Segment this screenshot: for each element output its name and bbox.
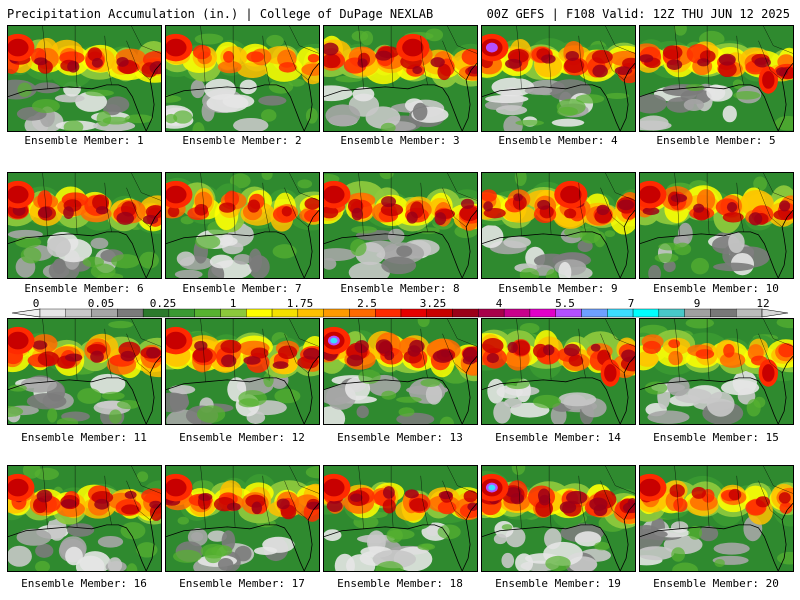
ensemble-member-map <box>323 318 478 425</box>
ensemble-member-map <box>7 318 162 425</box>
ensemble-member-map <box>165 318 320 425</box>
colorbar-tick: 1 <box>229 297 237 310</box>
ensemble-member-label: Ensemble Member: 14 <box>495 431 621 444</box>
header-title: Precipitation Accumulation (in.) | Colle… <box>7 7 434 21</box>
ensemble-member-map <box>7 25 162 132</box>
ensemble-member-label: Ensemble Member: 3 <box>340 134 460 147</box>
ensemble-member-map <box>323 465 478 572</box>
ensemble-member-label: Ensemble Member: 2 <box>182 134 302 147</box>
ensemble-member-map <box>481 465 636 572</box>
ensemble-member-label: Ensemble Member: 1 <box>24 134 144 147</box>
ensemble-member-map <box>165 172 320 279</box>
ensemble-member-label: Ensemble Member: 18 <box>337 577 463 590</box>
ensemble-member-label: Ensemble Member: 13 <box>337 431 463 444</box>
colorbar-tick: 2.5 <box>357 297 377 310</box>
colorbar-tick: 9 <box>693 297 701 310</box>
ensemble-member-map <box>7 465 162 572</box>
ensemble-member-map <box>639 318 794 425</box>
ensemble-member-label: Ensemble Member: 5 <box>656 134 776 147</box>
ensemble-member-label: Ensemble Member: 16 <box>21 577 147 590</box>
colorbar-tick: 12 <box>756 297 770 310</box>
colorbar-tick: 4 <box>495 297 503 310</box>
ensemble-member-label: Ensemble Member: 15 <box>653 431 779 444</box>
ensemble-member-map <box>481 318 636 425</box>
ensemble-member-label: Ensemble Member: 17 <box>179 577 305 590</box>
ensemble-member-label: Ensemble Member: 4 <box>498 134 618 147</box>
header-valid-time: 00Z GEFS | F108 Valid: 12Z THU JUN 12 20… <box>486 7 790 21</box>
ensemble-member-map <box>165 465 320 572</box>
colorbar-tick: 5.5 <box>555 297 575 310</box>
ensemble-member-map <box>323 172 478 279</box>
ensemble-member-label: Ensemble Member: 20 <box>653 577 779 590</box>
colorbar-tick: 1.75 <box>286 297 314 310</box>
colorbar-tick: 0 <box>32 297 40 310</box>
ensemble-member-label: Ensemble Member: 7 <box>182 282 302 295</box>
colorbar-tick: 0.05 <box>87 297 115 310</box>
ensemble-member-map <box>481 25 636 132</box>
ensemble-member-map <box>323 25 478 132</box>
ensemble-member-label: Ensemble Member: 6 <box>24 282 144 295</box>
ensemble-member-label: Ensemble Member: 12 <box>179 431 305 444</box>
colorbar-tick: 7 <box>627 297 635 310</box>
colorbar-tick: 0.25 <box>149 297 177 310</box>
ensemble-member-label: Ensemble Member: 8 <box>340 282 460 295</box>
ensemble-member-label: Ensemble Member: 11 <box>21 431 147 444</box>
ensemble-member-map <box>639 172 794 279</box>
ensemble-member-label: Ensemble Member: 19 <box>495 577 621 590</box>
colorbar-tick: 3.25 <box>419 297 447 310</box>
ensemble-member-map <box>481 172 636 279</box>
ensemble-member-map <box>7 172 162 279</box>
ensemble-member-map <box>639 25 794 132</box>
ensemble-member-label: Ensemble Member: 10 <box>653 282 779 295</box>
colorbar <box>0 296 800 322</box>
ensemble-member-label: Ensemble Member: 9 <box>498 282 618 295</box>
ensemble-member-map <box>639 465 794 572</box>
ensemble-member-map <box>165 25 320 132</box>
